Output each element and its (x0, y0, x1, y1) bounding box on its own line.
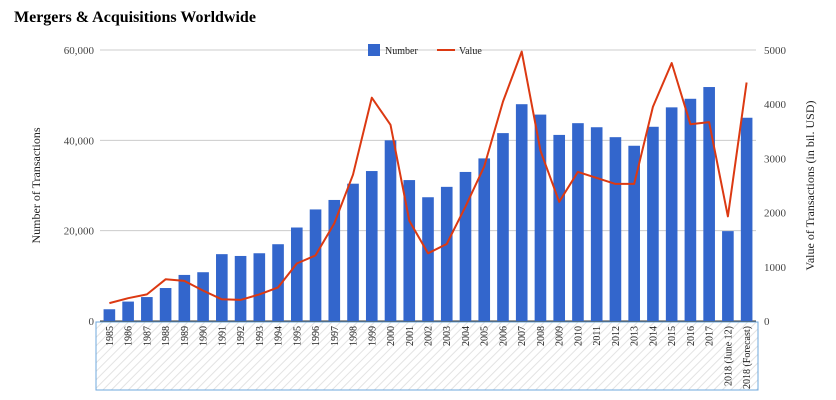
y-tick-label-right: 1000 (764, 262, 787, 274)
x-tick-label: 2009 (555, 326, 566, 346)
x-tick-label: 1993 (255, 326, 266, 346)
bar-number-1999 (365, 171, 378, 321)
bar-number-1997 (328, 199, 341, 321)
bar-number-2006 (497, 133, 509, 321)
bar-number-2017 (703, 87, 715, 321)
bar-number-1989 (178, 274, 191, 321)
x-tick-label: 2000 (386, 326, 397, 346)
legend: Number Value (368, 44, 482, 57)
bar-number-1986 (122, 301, 134, 321)
bar-number-2010 (572, 123, 584, 321)
bar-number-2008 (534, 114, 547, 321)
bar-number-1985 (103, 309, 116, 321)
legend-label-value: Value (459, 46, 482, 57)
bar-number-1991 (216, 254, 228, 321)
bar-number-1995 (290, 227, 303, 321)
bar-number-1993 (253, 253, 266, 321)
value-line (109, 50, 748, 305)
y-tick-label-right: 5000 (764, 45, 787, 57)
x-tick-label: 2016 (686, 326, 697, 346)
bar-number-2002 (422, 197, 434, 321)
bar-number-2004 (459, 171, 472, 321)
y-tick-label-left: 40,000 (64, 135, 95, 147)
x-tick-label: 2014 (648, 326, 659, 346)
x-tick-label: 2004 (461, 326, 472, 346)
y-tick-label-left: 0 (89, 316, 95, 328)
bar-number-2009 (553, 134, 566, 321)
bar-number-2000 (384, 140, 397, 321)
bar-number-2012 (609, 137, 622, 321)
category-axis-band (95, 321, 759, 391)
bar-number-2018-forecast- (740, 117, 753, 321)
y-tick-label-left: 60,000 (64, 45, 95, 57)
x-tick-label: 1998 (349, 326, 360, 346)
bar-number-1990 (197, 272, 209, 321)
bar-number-2005 (478, 158, 491, 321)
x-tick-label: 2013 (630, 326, 641, 346)
y-axis-label-left: Number of Transactions (29, 127, 43, 243)
x-tick-label: 2017 (705, 326, 716, 346)
legend-label-number: Number (385, 46, 418, 57)
x-tick-label: 2015 (667, 326, 678, 346)
x-tick-label: 2001 (405, 326, 416, 346)
x-tick-label: 2003 (442, 326, 453, 346)
x-tick-label: 1991 (217, 326, 228, 346)
x-tick-label: 1994 (274, 326, 285, 346)
x-tick-label: 2010 (573, 326, 584, 346)
bar-number-1994 (272, 244, 284, 321)
bar-number-2018-june-12- (722, 231, 734, 321)
x-tick-label: 1997 (330, 326, 341, 346)
x-tick-label: 2018 (Forecast) (742, 326, 753, 389)
y-axis-label-right: Value of Transactions (in bil. USD) (803, 101, 817, 271)
x-tick-label: 1990 (199, 326, 210, 346)
x-tick-label: 2002 (424, 326, 435, 346)
x-tick-label: 1999 (367, 326, 378, 346)
bar-number-1988 (159, 288, 172, 321)
x-tick-label: 1992 (236, 326, 247, 346)
bar-number-2015 (665, 107, 678, 321)
y-tick-label-right: 3000 (764, 153, 787, 165)
bar-number-1996 (309, 209, 322, 321)
bar-number-1992 (234, 255, 247, 321)
bar-number-1998 (347, 183, 359, 321)
x-tick-label: 1985 (105, 326, 116, 346)
line-series (109, 50, 748, 305)
x-tick-label: 2007 (517, 326, 528, 346)
bar-number-2014 (647, 126, 659, 322)
x-tick-label: 2011 (592, 326, 603, 346)
x-tick-label: 2006 (498, 326, 509, 346)
chart-title: Mergers & Acquisitions Worldwide (14, 9, 256, 26)
x-tick-label: 1996 (311, 326, 322, 346)
x-tick-label: 2008 (536, 326, 547, 346)
bar-number-2001 (403, 180, 416, 321)
bar-number-2013 (628, 145, 640, 321)
bar-number-2011 (590, 127, 603, 321)
y-tick-label-right: 4000 (764, 99, 787, 111)
x-tick-label: 2018 (June 12) (723, 326, 734, 386)
y-tick-label-right: 0 (764, 316, 770, 328)
bar-number-1987 (141, 297, 153, 321)
bar-number-2003 (440, 186, 453, 321)
x-tick-label: 2005 (480, 326, 491, 346)
x-tick-label: 1987 (142, 326, 153, 346)
bar-number-2007 (515, 104, 528, 321)
legend-swatch-number (368, 44, 380, 56)
y-tick-label-left: 20,000 (64, 226, 95, 238)
x-tick-label: 1995 (292, 326, 303, 346)
x-tick-label: 1988 (161, 326, 172, 346)
bar-number-2016 (684, 98, 697, 321)
y-tick-label-right: 2000 (764, 208, 787, 220)
axes: 0 20,000 40,000 60,000 0 1000 2000 3000 4000 5000… (29, 45, 817, 391)
bar-series (103, 87, 753, 322)
x-tick-label: 1989 (180, 326, 191, 346)
x-tick-label: 1986 (124, 326, 135, 346)
x-tick-label: 2012 (611, 326, 622, 346)
